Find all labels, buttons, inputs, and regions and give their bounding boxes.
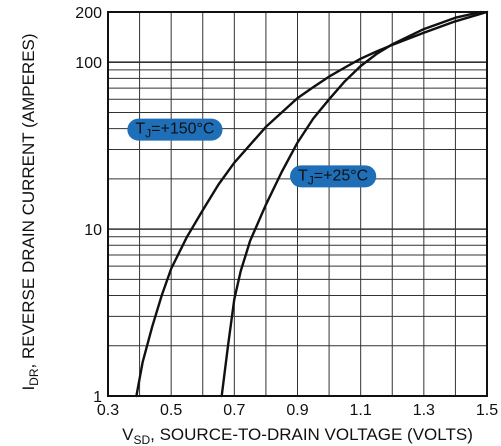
x-tick-label: 1.3 bbox=[413, 402, 435, 419]
x-tick-label: 0.3 bbox=[97, 402, 119, 419]
grid bbox=[108, 12, 487, 396]
curves bbox=[135, 10, 489, 398]
series-line-2 bbox=[220, 10, 482, 398]
y-axis-label-sub: DR bbox=[27, 368, 41, 386]
series-label-text: TJ=+150°C bbox=[135, 121, 214, 141]
x-axis-label-sub: SD bbox=[133, 433, 150, 446]
y-axis-label-rest: , REVERSE DRAIN CURRENT (AMPERES) bbox=[19, 33, 38, 368]
series-label-rest: =+150°C bbox=[151, 121, 214, 138]
y-tick-label: 200 bbox=[75, 5, 102, 22]
x-axis-label-rest: , SOURCE-TO-DRAIN VOLTAGE (VOLTS) bbox=[150, 425, 473, 444]
series-label-2: TJ=+25°C bbox=[290, 165, 377, 188]
series-label-rest: =+25°C bbox=[314, 167, 368, 184]
series-label-1: TJ=+150°C bbox=[127, 118, 223, 141]
series-label-pill bbox=[290, 165, 377, 188]
y-axis-label: IDR, REVERSE DRAIN CURRENT (AMPERES) bbox=[19, 33, 41, 390]
plot-frame bbox=[107, 11, 488, 397]
y-tick-label: 10 bbox=[84, 222, 102, 239]
y-axis-label-main: I bbox=[19, 386, 38, 391]
series-label-text: TJ=+25°C bbox=[298, 167, 368, 187]
x-tick-label: 0.5 bbox=[160, 402, 182, 419]
x-tick-label: 1.5 bbox=[476, 402, 498, 419]
x-axis-label: VSD, SOURCE-TO-DRAIN VOLTAGE (VOLTS) bbox=[122, 425, 473, 446]
series-label-main: T bbox=[135, 121, 145, 138]
series-label-pill bbox=[127, 118, 223, 141]
x-axis-label-main: V bbox=[122, 425, 134, 444]
x-tick-label: 0.9 bbox=[286, 402, 308, 419]
annotations: TJ=+150°CTJ=+25°C bbox=[127, 118, 377, 188]
y-tick-label: 1 bbox=[93, 389, 102, 406]
x-tick-label: 1.1 bbox=[350, 402, 372, 419]
x-tick-label: 0.7 bbox=[223, 402, 245, 419]
y-tick-label: 100 bbox=[75, 55, 102, 72]
series-label-main: T bbox=[298, 167, 308, 184]
tick-labels: 0.3 0.5 0.7 0.9 1.1 1.3 1.5 1 10 100 200 bbox=[75, 5, 498, 419]
series-label-sub: J bbox=[145, 127, 151, 141]
series-label-sub: J bbox=[308, 173, 314, 187]
